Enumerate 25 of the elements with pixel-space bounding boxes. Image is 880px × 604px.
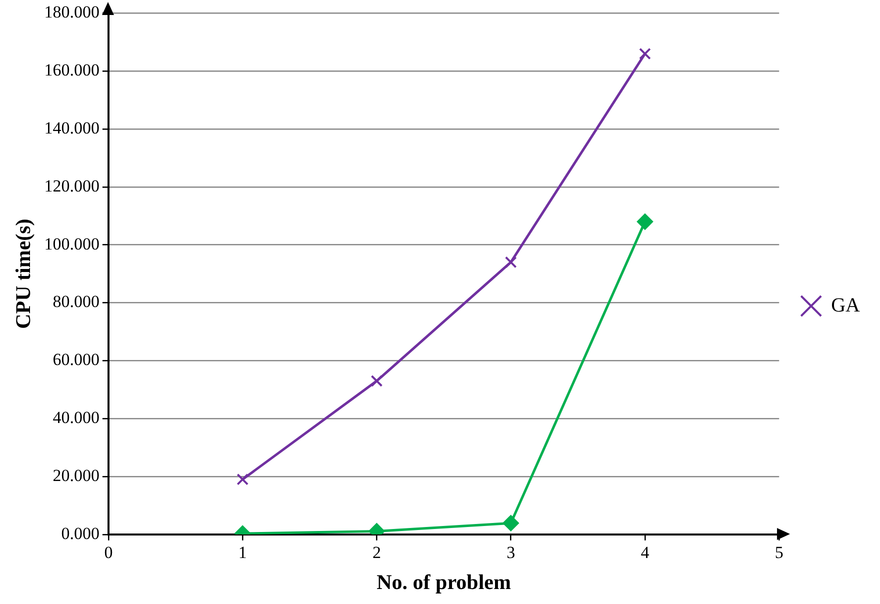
y-tick-label: 100.000 xyxy=(44,234,100,254)
point xyxy=(370,374,383,387)
point xyxy=(502,515,519,532)
x-tick-label: 1 xyxy=(238,543,247,562)
x-axis-title: No. of problem xyxy=(376,570,512,594)
y-tick-label: 140.000 xyxy=(44,118,100,138)
y-axis-title: CPU time(s) xyxy=(11,218,36,329)
y-tick-label: 0.000 xyxy=(61,524,100,543)
legend-label: GA xyxy=(831,294,861,316)
point xyxy=(236,473,249,486)
x-tick-label: 3 xyxy=(506,543,516,562)
y-tick-label: 60.000 xyxy=(52,350,100,370)
x-tick-label: 4 xyxy=(640,543,650,562)
point xyxy=(504,256,517,268)
y-tick-label: 80.000 xyxy=(52,292,100,312)
point xyxy=(636,214,653,230)
y-tick-label: 180.000 xyxy=(44,2,100,22)
y-tick-label: 20.000 xyxy=(52,466,100,485)
x-tick-label: 2 xyxy=(372,543,381,562)
y-tick-label: 120.000 xyxy=(44,176,100,196)
x-tick-label: 5 xyxy=(774,543,784,562)
x-tick-label: 0 xyxy=(104,543,113,562)
y-tick-label: 40.000 xyxy=(52,408,100,428)
y-tick-label: 160.000 xyxy=(44,60,100,80)
point xyxy=(639,48,651,60)
